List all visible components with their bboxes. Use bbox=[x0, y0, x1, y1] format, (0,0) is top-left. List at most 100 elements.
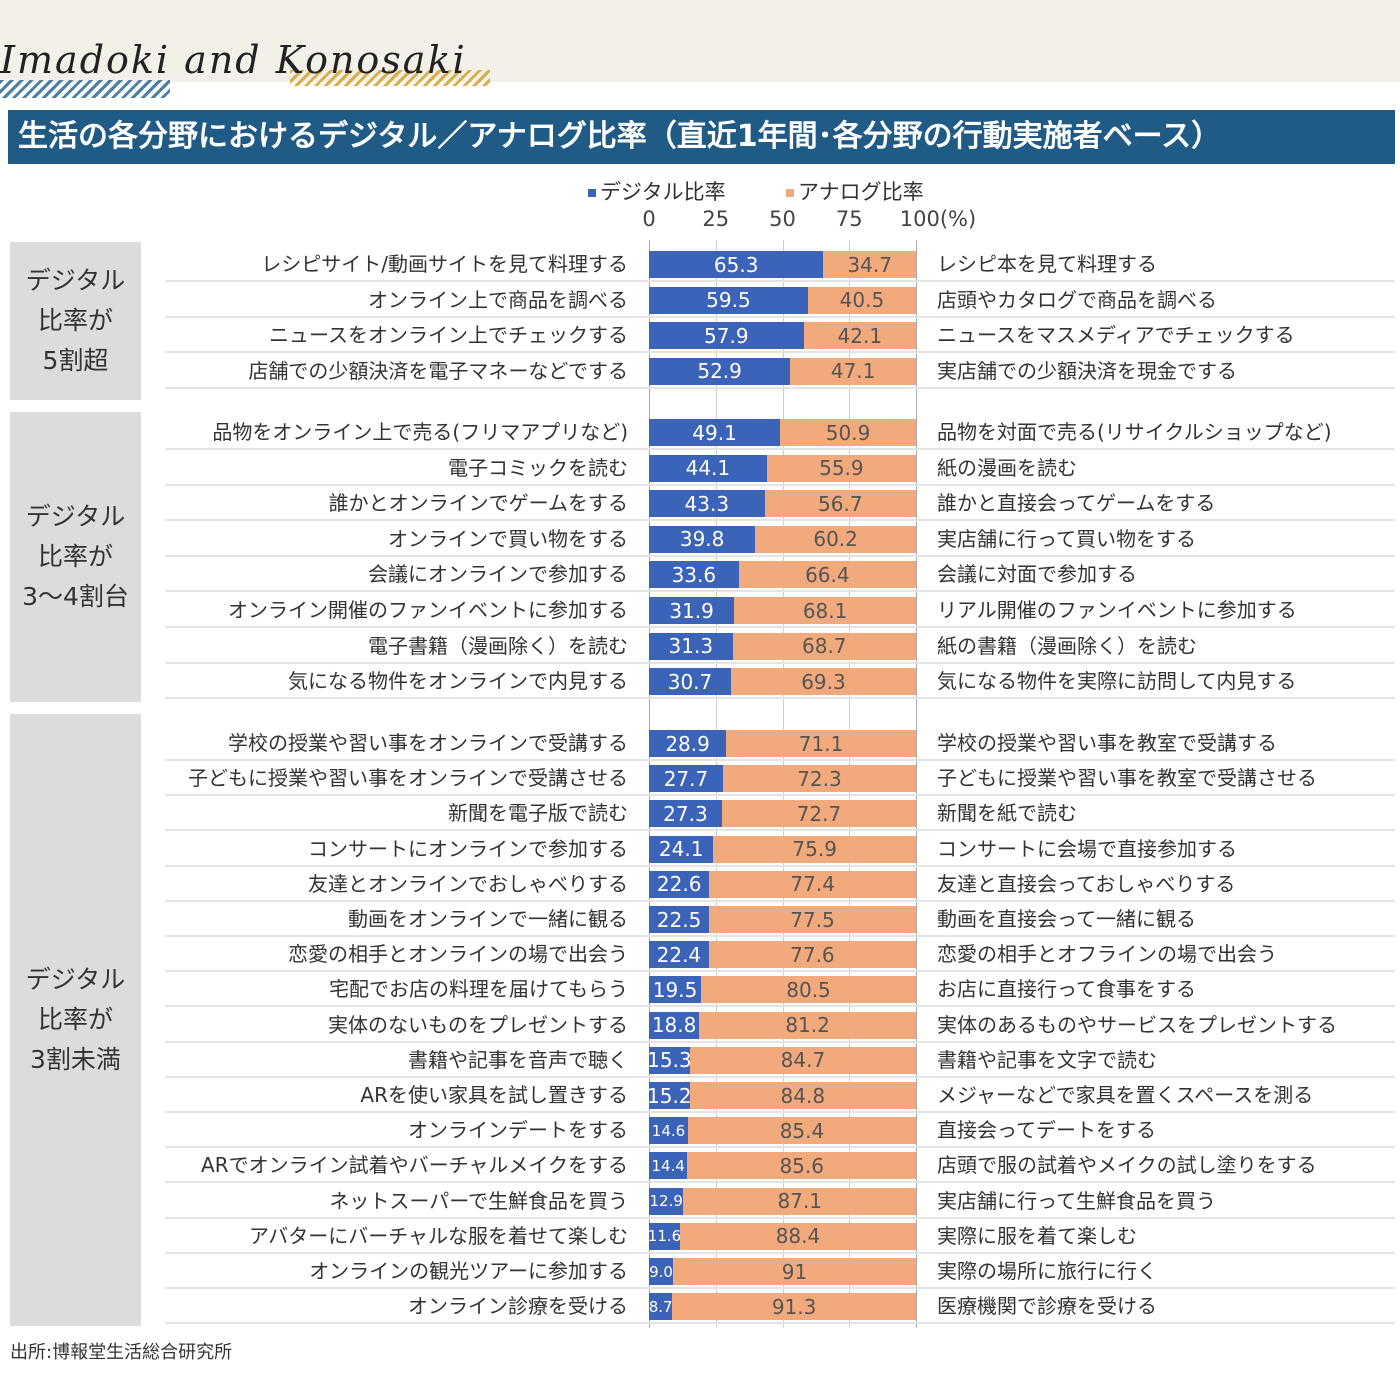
bar-digital: 22.5 bbox=[649, 906, 710, 933]
analog-activity-label: 書籍や記事を文字で読む bbox=[937, 1047, 1157, 1072]
bar-analog: 77.5 bbox=[709, 906, 916, 933]
row-divider bbox=[165, 590, 1395, 593]
x-tick-label: 100(%) bbox=[899, 207, 977, 231]
analog-activity-label: 実際に服を着て楽しむ bbox=[937, 1223, 1137, 1248]
analog-activity-label: メジャーなどで家具を置くスペースを測る bbox=[937, 1083, 1314, 1107]
bar-analog: 72.7 bbox=[721, 800, 916, 828]
bar-analog: 85.6 bbox=[687, 1152, 916, 1180]
bar-digital: 65.3 bbox=[649, 251, 824, 278]
bar-analog: 84.8 bbox=[689, 1082, 916, 1109]
row-divider bbox=[165, 935, 1395, 937]
analog-activity-label: コンサートに会場で直接参加する bbox=[937, 836, 1237, 861]
x-tick-label: 75 bbox=[835, 207, 863, 231]
bar-analog: 40.5 bbox=[807, 286, 916, 314]
row-divider bbox=[165, 554, 1395, 557]
bar-analog: 87.1 bbox=[683, 1187, 916, 1215]
analog-activity-label: 新聞を紙で読む bbox=[937, 801, 1077, 826]
digital-activity-label: 電子書籍（漫画除く）を読む bbox=[368, 633, 628, 658]
analog-activity-label: 友達と直接会っておしゃべりする bbox=[937, 871, 1236, 896]
digital-activity-label: 店舗での少額決済を電子マネーなどでする bbox=[248, 358, 628, 383]
bar-digital: 11.6 bbox=[648, 1222, 681, 1250]
bar-digital: 9.0 bbox=[649, 1258, 674, 1285]
row-divider bbox=[165, 483, 1395, 486]
bar-analog: 56.7 bbox=[764, 490, 916, 518]
row-divider bbox=[165, 970, 1395, 973]
bar-digital: 31.9 bbox=[649, 597, 735, 624]
group-label: デジタル 比率が 5割超 bbox=[10, 242, 141, 400]
digital-activity-label: オンライン開催のファンイベントに参加する bbox=[228, 598, 628, 622]
digital-activity-label: 気になる物件をオンラインで内見する bbox=[288, 669, 628, 694]
bar-analog: 77.6 bbox=[708, 941, 916, 969]
digital-activity-label: ニュースをオンライン上でチェックする bbox=[269, 323, 628, 347]
digital-activity-label: オンラインで買い物をする bbox=[388, 526, 628, 551]
row-divider bbox=[165, 697, 1395, 700]
analog-activity-label: 実体のあるものやサービスをプレゼントする bbox=[937, 1012, 1337, 1037]
row-divider bbox=[165, 386, 1395, 389]
row-divider bbox=[165, 1005, 1395, 1008]
digital-activity-label: オンラインデートをする bbox=[408, 1118, 628, 1143]
bar-analog: 84.7 bbox=[689, 1046, 916, 1074]
row-divider bbox=[165, 1146, 1395, 1149]
analog-activity-label: 店頭で服の試着やメイクの試し塗りをする bbox=[937, 1153, 1317, 1178]
bar-digital: 43.3 bbox=[649, 490, 765, 518]
bar-digital: 52.9 bbox=[649, 357, 791, 385]
legend-label: デジタル比率 bbox=[600, 180, 726, 204]
row-divider bbox=[165, 864, 1395, 867]
bar-analog: 47.1 bbox=[790, 357, 916, 385]
digital-activity-label: 子どもに授業や習い事をオンラインで受講させる bbox=[188, 766, 628, 791]
row-divider bbox=[165, 448, 1395, 450]
bar-analog: 80.5 bbox=[701, 976, 916, 1004]
row-divider bbox=[165, 794, 1395, 797]
row-divider bbox=[165, 626, 1395, 628]
digital-activity-label: 新聞を電子版で読む bbox=[448, 801, 628, 826]
analog-activity-label: リアル開催のファンイベントに参加する bbox=[937, 598, 1297, 622]
digital-activity-label: ネットスーパーで生鮮食品を買う bbox=[329, 1188, 628, 1213]
bar-analog: 60.2 bbox=[755, 525, 916, 553]
analog-activity-label: 直接会ってデートをする bbox=[937, 1118, 1156, 1143]
digital-activity-label: 友達とオンラインでおしゃべりする bbox=[308, 871, 628, 896]
digital-activity-label: 宅配でお店の料理を届けてもらう bbox=[329, 977, 628, 1002]
bar-digital: 14.4 bbox=[649, 1152, 688, 1180]
digital-activity-label: ARを使い家具を試し置きする bbox=[360, 1083, 628, 1107]
row-divider bbox=[165, 1111, 1395, 1113]
bar-digital: 15.3 bbox=[647, 1046, 692, 1074]
analog-activity-label: お店に直接行って食事をする bbox=[937, 977, 1196, 1002]
bar-analog: 75.9 bbox=[713, 835, 916, 863]
digital-activity-label: 電子コミックを読む bbox=[448, 455, 628, 480]
analog-activity-label: 会議に対面で参加する bbox=[937, 562, 1137, 587]
logo-decoration bbox=[290, 70, 490, 86]
group-label: デジタル 比率が 3～4割台 bbox=[10, 412, 141, 702]
analog-activity-label: 学校の授業や習い事を教室で受講する bbox=[937, 731, 1277, 755]
row-divider bbox=[165, 315, 1395, 318]
header-band bbox=[0, 0, 1400, 82]
row-divider bbox=[165, 1040, 1395, 1043]
x-tick-label: 25 bbox=[702, 207, 730, 231]
bar-digital: 27.3 bbox=[649, 800, 722, 828]
legend-digital: デジタル比率 bbox=[588, 176, 726, 206]
bar-analog: 50.9 bbox=[780, 419, 916, 446]
logo: Imadoki and Konosaki bbox=[0, 38, 467, 82]
row-divider bbox=[165, 661, 1395, 664]
digital-activity-label: 書籍や記事を音声で聴く bbox=[408, 1047, 628, 1072]
bar-analog: 68.7 bbox=[732, 632, 916, 660]
analog-activity-label: 動画を直接会って一緒に観る bbox=[937, 907, 1196, 931]
bar-digital: 27.7 bbox=[649, 765, 723, 793]
bar-digital: 31.3 bbox=[649, 632, 733, 660]
analog-activity-label: 品物を対面で売る(リサイクルショップなど) bbox=[937, 420, 1332, 444]
legend-analog: アナログ比率 bbox=[786, 176, 924, 206]
legend-swatch bbox=[786, 189, 794, 197]
row-divider bbox=[165, 1251, 1395, 1254]
analog-activity-label: 誰かと直接会ってゲームをする bbox=[937, 491, 1216, 516]
chart-title: 生活の各分野におけるデジタル／アナログ比率（直近1年間･各分野の行動実施者ベース… bbox=[8, 110, 1395, 164]
bar-analog: 88.4 bbox=[679, 1222, 916, 1250]
bar-digital: 30.7 bbox=[649, 668, 731, 696]
analog-activity-label: 実店舗に行って買い物をする bbox=[937, 526, 1196, 551]
digital-activity-label: 学校の授業や習い事をオンラインで受講する bbox=[228, 731, 628, 755]
logo-decoration bbox=[0, 80, 170, 98]
legend-label: アナログ比率 bbox=[798, 180, 924, 204]
bar-digital: 18.8 bbox=[649, 1011, 700, 1039]
digital-activity-label: レシピサイト/動画サイトを見て料理する bbox=[261, 252, 628, 276]
digital-activity-label: コンサートにオンラインで参加する bbox=[308, 836, 628, 861]
analog-activity-label: 紙の書籍（漫画除く）を読む bbox=[937, 633, 1197, 658]
digital-activity-label: 会議にオンラインで参加する bbox=[368, 562, 628, 587]
